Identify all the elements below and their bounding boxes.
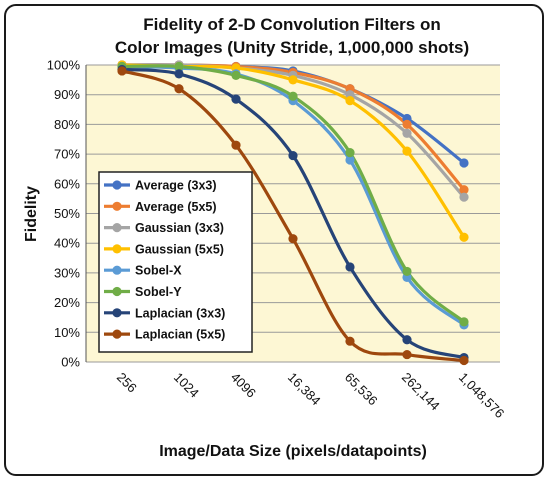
legend-swatch-marker [112,329,122,339]
legend-label: Laplacian (3x3) [135,306,225,320]
y-tick-label: 30% [54,265,80,280]
data-point [231,94,241,104]
series-points [117,60,469,366]
data-point [402,266,412,277]
x-tick-label: 16,384 [285,370,324,409]
data-point [288,234,298,244]
data-point [402,119,412,129]
data-point [459,185,469,195]
data-point [174,84,184,94]
legend-label: Average (3x3) [135,179,217,193]
legend-swatch-marker [112,244,122,254]
x-tick-label: 4096 [228,370,259,401]
legend-swatch-marker [112,308,122,318]
data-point [459,355,469,366]
data-point [288,75,298,85]
data-point [345,262,355,272]
data-point [174,69,184,79]
data-point [402,146,412,156]
x-axis-label: Image/Data Size (pixels/datapoints) [159,443,427,460]
y-tick-label: 80% [54,117,80,132]
data-point [117,66,127,76]
legend-label: Gaussian (3x3) [135,221,224,235]
y-tick-label: 40% [54,236,80,251]
legend-swatch-marker [112,180,122,190]
data-point [231,70,241,80]
data-point [345,155,355,165]
y-tick-label: 10% [54,325,80,340]
y-tick-label: 0% [61,355,80,370]
data-point [231,140,241,150]
y-axis-ticks: 0% 10% 20% 30% 40% 50% 60% 70% 80% 90% 100% [47,58,81,370]
chart-title-line-2: Color Images (Unity Stride, 1,000,000 sh… [115,38,469,57]
x-axis-ticks: 256 1024 4096 16,384 65,536 262,144 1,048,576 [114,370,508,422]
legend: Average (3x3) Average (5x5) Gaussian (3x3)… [98,171,253,353]
y-tick-label: 20% [54,295,80,310]
data-point [459,192,469,202]
legend-swatch-marker [112,223,122,233]
chart-title-line-1: Fidelity of 2-D Convolution Filters on [143,15,441,34]
legend-swatch-marker [112,201,122,211]
y-tick-label: 60% [54,176,80,191]
y-tick-label: 100% [47,58,81,73]
x-tick-label: 262,144 [399,370,443,414]
data-point [174,61,184,72]
y-tick-label: 90% [54,87,80,102]
legend-label: Gaussian (5x5) [135,242,224,256]
legend-box [98,171,253,353]
data-point [459,158,469,168]
legend-label: Laplacian (5x5) [135,328,225,342]
data-point [459,317,469,327]
data-point [402,128,412,138]
legend-label: Sobel-X [135,264,182,278]
data-point [345,148,355,158]
legend-label: Average (5x5) [135,200,217,214]
data-point [288,150,298,161]
data-point [345,336,355,346]
legend-label: Sobel-Y [135,285,182,299]
data-point [345,96,355,106]
data-point [402,349,412,360]
x-tick-label: 1024 [171,370,202,401]
y-tick-label: 70% [54,147,80,162]
data-point [288,91,298,101]
x-tick-label: 65,536 [342,370,381,409]
x-tick-label: 256 [114,370,140,396]
data-point [402,335,412,345]
legend-swatch-marker [112,265,122,275]
y-tick-label: 50% [54,206,80,221]
y-axis-label: Fidelity [23,186,40,242]
legend-swatch-marker [112,286,122,297]
data-point [459,232,469,242]
x-tick-label: 1,048,576 [456,370,508,422]
